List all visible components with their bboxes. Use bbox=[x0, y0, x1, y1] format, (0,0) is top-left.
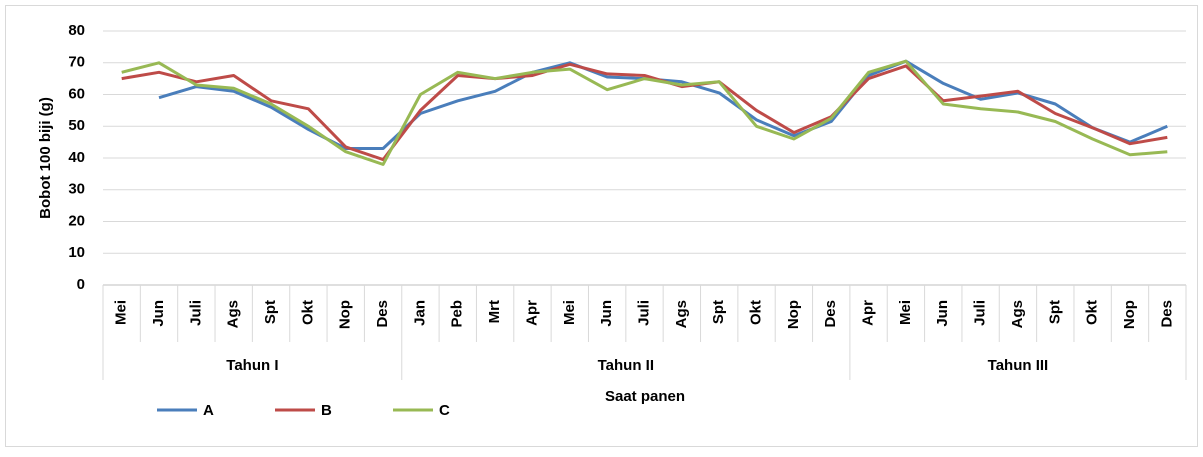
y-tick-label: 20 bbox=[68, 212, 85, 229]
y-tick-label: 50 bbox=[68, 117, 85, 134]
x-tick-label: Spt bbox=[710, 300, 727, 324]
group-label: Tahun II bbox=[598, 357, 654, 374]
y-tick-label: 0 bbox=[77, 276, 85, 293]
x-axis-title: Saat panen bbox=[605, 388, 685, 405]
x-tick-label: Nop bbox=[1121, 300, 1138, 329]
y-tick-label: 70 bbox=[68, 54, 85, 71]
series-line bbox=[121, 59, 1168, 166]
series-line bbox=[121, 62, 1168, 162]
x-tick-label: Des bbox=[1158, 300, 1175, 328]
legend-label: B bbox=[321, 402, 332, 419]
x-tick-label: Juli bbox=[972, 300, 989, 326]
group-label: Tahun III bbox=[988, 357, 1049, 374]
x-tick-label: Spt bbox=[262, 300, 279, 324]
y-axis-title: Bobot 100 biji (g) bbox=[37, 97, 54, 219]
x-tick-label: Ags bbox=[225, 300, 242, 328]
x-tick-label: Des bbox=[374, 300, 391, 328]
x-tick-label: Okt bbox=[1084, 300, 1101, 325]
x-tick-label: Jun bbox=[934, 300, 951, 327]
y-tick-label: 40 bbox=[68, 149, 85, 166]
x-tick-label: Nop bbox=[337, 300, 354, 329]
x-tick-label: Mei bbox=[561, 300, 578, 325]
x-tick-label: Mrt bbox=[486, 300, 503, 323]
legend-label: A bbox=[203, 402, 214, 419]
x-tick-label: Juli bbox=[635, 300, 652, 326]
x-tick-label: Peb bbox=[449, 300, 466, 328]
x-tick-label: Jan bbox=[411, 300, 428, 326]
x-tick-label: Mei bbox=[113, 300, 130, 325]
x-tick-label: Apr bbox=[860, 300, 877, 326]
x-tick-label: Okt bbox=[299, 300, 316, 325]
x-tick-label: Juli bbox=[187, 300, 204, 326]
x-tick-label: Jun bbox=[598, 300, 615, 327]
x-tick-label: Spt bbox=[1046, 300, 1063, 324]
group-label: Tahun I bbox=[226, 357, 278, 374]
x-tick-label: Jun bbox=[150, 300, 167, 327]
x-tick-label: Nop bbox=[785, 300, 802, 329]
x-tick-label: Ags bbox=[673, 300, 690, 328]
x-tick-label: Okt bbox=[748, 300, 765, 325]
y-tick-label: 80 bbox=[68, 22, 85, 39]
legend-label: C bbox=[439, 402, 450, 419]
y-tick-label: 60 bbox=[68, 85, 85, 102]
x-tick-label: Mei bbox=[897, 300, 914, 325]
y-tick-label: 30 bbox=[68, 181, 85, 198]
x-tick-label: Apr bbox=[523, 300, 540, 326]
y-tick-label: 10 bbox=[68, 244, 85, 261]
x-tick-label: Ags bbox=[1009, 300, 1026, 328]
x-tick-label: Des bbox=[822, 300, 839, 328]
